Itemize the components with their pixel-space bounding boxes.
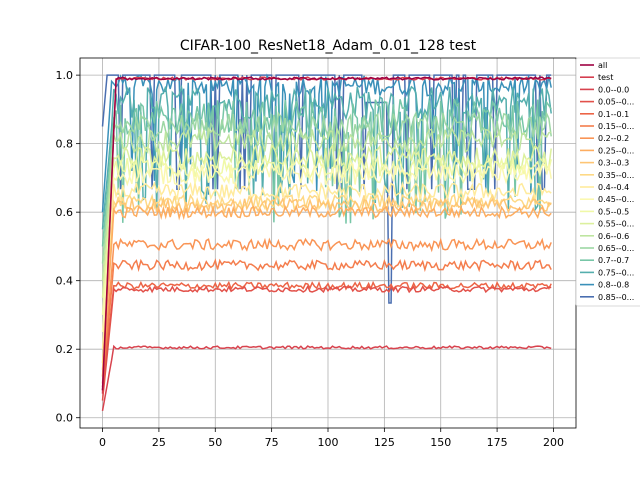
legend-label: 0.5--0.5 xyxy=(598,207,629,216)
series-line xyxy=(101,192,552,363)
legend-label: 0.3--0.3 xyxy=(598,159,629,168)
y-tick-label: 0.0 xyxy=(56,412,74,425)
legend-label: 0.25--0... xyxy=(598,146,634,155)
y-tick-label: 0.4 xyxy=(56,275,74,288)
legend-label: 0.05--0... xyxy=(598,98,634,107)
legend-label: 0.65--0... xyxy=(598,244,634,253)
legend-label: 0.0--0.0 xyxy=(598,85,629,94)
series-line xyxy=(101,143,552,298)
x-tick-label: 0 xyxy=(99,436,106,449)
series-line xyxy=(101,162,552,333)
legend-label: 0.85--0... xyxy=(598,293,634,302)
series-line xyxy=(101,344,552,412)
series-line xyxy=(101,258,552,387)
series-line xyxy=(101,180,552,350)
legend-label: 0.1--0.1 xyxy=(598,110,629,119)
legend-label: all xyxy=(598,61,607,70)
series-line xyxy=(101,76,552,391)
x-tick-label: 25 xyxy=(152,436,166,449)
legend-label: test xyxy=(598,73,613,82)
legend-label: 0.2--0.2 xyxy=(598,134,629,143)
legend-label: 0.8--0.8 xyxy=(598,281,629,290)
x-tick-label: 125 xyxy=(374,436,395,449)
series-line xyxy=(101,237,552,384)
x-tick-label: 100 xyxy=(318,436,339,449)
legend-label: 0.15--0... xyxy=(598,122,634,131)
legend-label: 0.55--0... xyxy=(598,220,634,229)
series-line xyxy=(101,280,552,391)
x-tick-label: 75 xyxy=(265,436,279,449)
chart-title: CIFAR-100_ResNet18_Adam_0.01_128 test xyxy=(180,38,477,54)
y-tick-label: 0.6 xyxy=(56,206,74,219)
series-lines xyxy=(101,73,552,412)
series-line xyxy=(101,204,552,377)
series-line xyxy=(101,126,552,281)
x-tick-label: 150 xyxy=(430,436,451,449)
legend-label: 0.6--0.6 xyxy=(598,232,629,241)
x-tick-label: 175 xyxy=(487,436,508,449)
legend-label: 0.35--0... xyxy=(598,171,634,180)
legend: all test 0.0--0.0 0.05--0... 0.1--0.1 0.15--0… xyxy=(575,57,640,307)
series-line xyxy=(101,74,552,304)
legend-label: 0.45--0... xyxy=(598,195,634,204)
legend-label: 0.4--0.4 xyxy=(598,183,629,192)
axis-ticks: 0 25 50 75 100 125 150 175 200 0.0 0.2 0.4 0.6 0.8 1.0 xyxy=(56,69,564,449)
legend-box xyxy=(575,57,640,307)
x-tick-label: 50 xyxy=(208,436,222,449)
legend-label: 0.75--0... xyxy=(598,268,634,277)
legend-label: 0.7--0.7 xyxy=(598,256,629,265)
y-tick-label: 1.0 xyxy=(56,69,74,82)
x-tick-label: 200 xyxy=(543,436,564,449)
series-line xyxy=(101,284,552,401)
series-line xyxy=(101,110,552,264)
y-tick-label: 0.2 xyxy=(56,343,74,356)
series-line xyxy=(101,84,552,230)
series-line xyxy=(101,154,552,315)
y-tick-label: 0.8 xyxy=(56,138,74,151)
